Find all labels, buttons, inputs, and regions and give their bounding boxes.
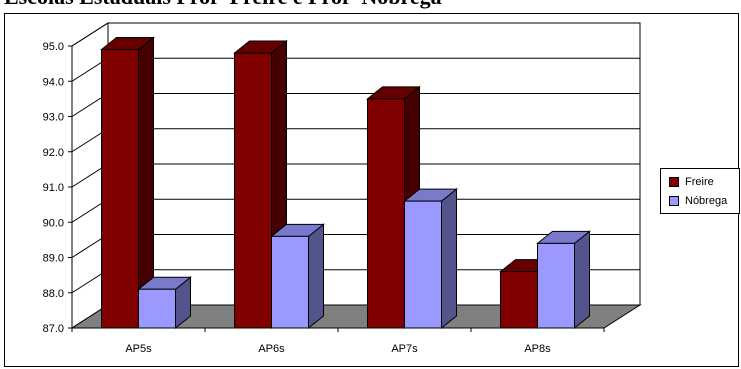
legend-label-nobrega: Nóbrega	[685, 195, 728, 207]
y-tick-label: 94.0	[43, 76, 64, 88]
x-tick-label-ap6s: AP6s	[258, 343, 285, 355]
gridline	[71, 22, 640, 47]
bar-side-nbrega-ap6s	[308, 223, 324, 330]
y-tick-label: 91.0	[43, 182, 64, 194]
x-tick-label-ap5s: AP5s	[125, 343, 152, 355]
bar-freire-ap7s	[367, 98, 405, 329]
legend-swatch-freire	[669, 177, 679, 187]
y-tick-label: 92.0	[43, 147, 64, 159]
bar-freire-ap8s	[500, 271, 538, 329]
y-tick-label: 90.0	[43, 217, 64, 229]
legend: Freire Nóbrega	[660, 168, 740, 214]
legend-item-nobrega: Nóbrega	[669, 194, 727, 208]
bar-nbrega-ap7s	[404, 200, 442, 329]
y-tick-label: 89.0	[43, 253, 64, 265]
x-tick-label-ap8s: AP8s	[524, 343, 551, 355]
bar-side-nbrega-ap8s	[574, 230, 590, 330]
bar-freire-ap5s	[101, 49, 139, 329]
y-tick-label: 95.0	[43, 41, 64, 53]
bar-nbrega-ap6s	[271, 235, 309, 329]
bar-nbrega-ap5s	[138, 288, 176, 329]
bar-freire-ap6s	[234, 52, 272, 329]
legend-swatch-nobrega	[669, 196, 679, 206]
y-tick-label: 87.0	[43, 323, 64, 335]
x-tick-label-ap7s: AP7s	[391, 343, 418, 355]
y-tick-label: 93.0	[43, 112, 64, 124]
chart-title: Escolas Estaduais Profª Freire e Profª N…	[4, 0, 442, 10]
legend-label-freire: Freire	[685, 176, 714, 188]
bar-nbrega-ap8s	[537, 242, 575, 329]
bar-side-nbrega-ap7s	[441, 188, 457, 330]
legend-item-freire: Freire	[669, 175, 714, 189]
y-tick-label: 88.0	[43, 288, 64, 300]
chart-title-bar: Escolas Estaduais Profª Freire e Profª N…	[0, 0, 741, 14]
